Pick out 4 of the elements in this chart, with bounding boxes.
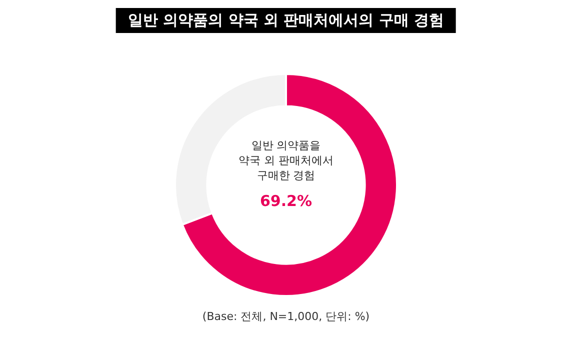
chart-title: 일반 의약품의 약국 외 판매처에서의 구매 경험 bbox=[116, 8, 456, 33]
data-label: 69.2% bbox=[258, 192, 314, 210]
text: 일반 의약품을 약국 외 판매처에서 구매한 경험 bbox=[238, 138, 334, 183]
text: (Base: 전체, N=1,000, 단위: %) bbox=[201, 309, 371, 324]
